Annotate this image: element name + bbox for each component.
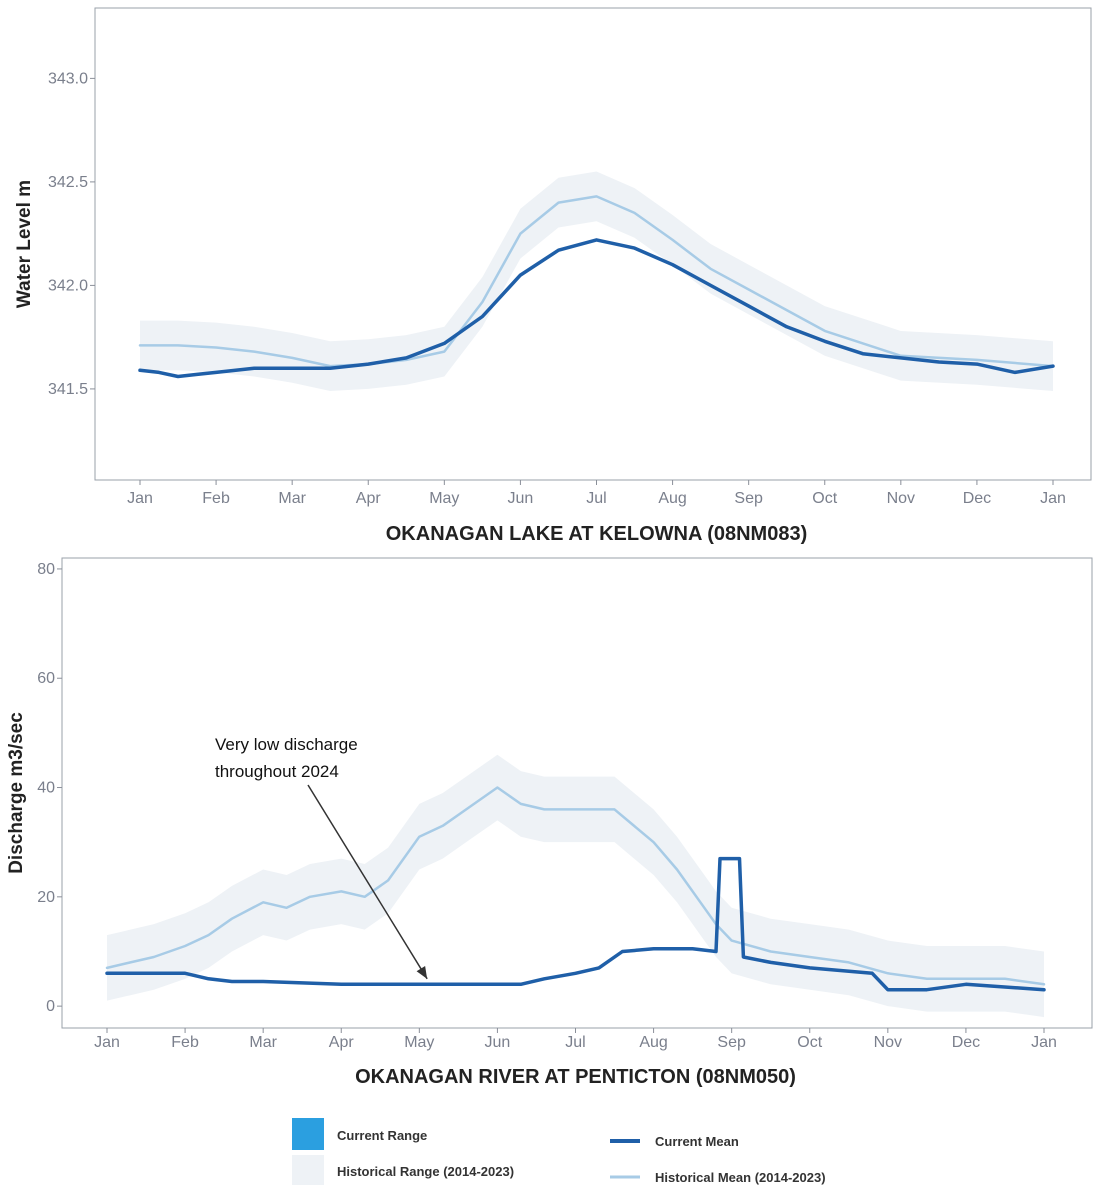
lake-series-group bbox=[138, 195, 1055, 379]
lake-y-axis: 341.5 342.0 342.5 343.0 bbox=[48, 70, 95, 398]
x-tick-label: Dec bbox=[963, 490, 991, 507]
annotation-arrowhead bbox=[416, 965, 428, 979]
y-tick-label: 343.0 bbox=[48, 70, 88, 87]
x-tick-label: May bbox=[404, 1034, 434, 1051]
x-tick-label: Mar bbox=[249, 1034, 277, 1051]
x-tick-label: Jun bbox=[485, 1034, 511, 1051]
legend: Current Range Historical Range (2014-202… bbox=[292, 1118, 826, 1185]
annotation-line-1: Very low discharge bbox=[215, 735, 358, 754]
legend-current-range-label: Current Range bbox=[337, 1128, 427, 1143]
y-tick-label: 342.5 bbox=[48, 174, 88, 191]
lake-historical-range-band bbox=[140, 171, 1053, 391]
x-tick-label: Jan bbox=[127, 490, 153, 507]
x-tick-label: Aug bbox=[658, 490, 686, 507]
y-tick-label: 40 bbox=[37, 780, 55, 797]
x-tick-label: May bbox=[429, 490, 459, 507]
river-y-axis: 0 20 40 60 80 bbox=[37, 561, 62, 1015]
y-tick-label: 20 bbox=[37, 889, 55, 906]
current-mean-line-top bbox=[138, 238, 1055, 379]
x-tick-label: Oct bbox=[797, 1034, 822, 1051]
lake-plot-area bbox=[94, 7, 1092, 481]
x-tick-label: Jan bbox=[94, 1034, 120, 1051]
x-tick-label: Feb bbox=[171, 1034, 199, 1051]
x-tick-label: Sep bbox=[734, 490, 763, 507]
annotation-arrow bbox=[307, 784, 428, 980]
x-tick-label: Jul bbox=[586, 490, 606, 507]
lake-chart-title: OKANAGAN LAKE AT KELOWNA (08NM083) bbox=[386, 523, 808, 545]
lake-x-axis: Jan Feb Mar Apr May Jun Jul Aug Sep Oct Nov Dec Jan bbox=[127, 480, 1066, 507]
x-tick-label: Nov bbox=[874, 1034, 902, 1051]
lake-y-axis-label: Water Level m bbox=[14, 180, 35, 308]
x-tick-label: Sep bbox=[717, 1034, 746, 1051]
x-tick-label: Jun bbox=[508, 490, 534, 507]
legend-historical-range-label: Historical Range (2014-2023) bbox=[337, 1164, 514, 1179]
current-mean-line-bot bbox=[105, 856, 1046, 992]
x-tick-label: Apr bbox=[356, 490, 382, 507]
y-tick-label: 60 bbox=[37, 670, 55, 687]
legend-current-mean-label: Current Mean bbox=[655, 1134, 739, 1149]
x-tick-label: Feb bbox=[202, 490, 230, 507]
y-tick-label: 0 bbox=[46, 998, 55, 1015]
legend-historical-mean-label: Historical Mean (2014-2023) bbox=[655, 1170, 826, 1185]
annotation-line-2: throughout 2024 bbox=[215, 762, 339, 781]
y-tick-label: 80 bbox=[37, 561, 55, 578]
x-tick-label: Jan bbox=[1031, 1034, 1057, 1051]
river-y-axis-label: Discharge m3/sec bbox=[6, 712, 27, 874]
lake-level-chart: Jan Feb Mar Apr May Jun Jul Aug Sep Oct Nov Dec Jan … bbox=[14, 7, 1092, 545]
x-tick-label: Apr bbox=[329, 1034, 355, 1051]
river-x-axis: Jan Feb Mar Apr May Jun Jul Aug Sep Oct Nov Dec Jan bbox=[94, 1028, 1057, 1051]
x-tick-label: Mar bbox=[278, 490, 306, 507]
legend-current-range-swatch bbox=[292, 1118, 324, 1150]
x-tick-label: Dec bbox=[952, 1034, 980, 1051]
river-historical-range-band bbox=[107, 754, 1044, 1018]
river-discharge-chart: Jan Feb Mar Apr May Jun Jul Aug Sep Oct Nov Dec Jan … bbox=[6, 557, 1093, 1088]
x-tick-label: Jan bbox=[1040, 490, 1066, 507]
x-tick-label: Nov bbox=[887, 490, 915, 507]
y-tick-label: 341.5 bbox=[48, 381, 88, 398]
legend-historical-range-swatch bbox=[292, 1155, 324, 1185]
x-tick-label: Jul bbox=[565, 1034, 585, 1051]
y-tick-label: 342.0 bbox=[48, 277, 88, 294]
x-tick-label: Aug bbox=[639, 1034, 667, 1051]
historical-mean-line-top bbox=[138, 195, 1055, 368]
historical-mean-line-bot bbox=[105, 786, 1046, 986]
river-series-group bbox=[105, 786, 1046, 992]
river-chart-title: OKANAGAN RIVER AT PENTICTON (08NM050) bbox=[355, 1066, 796, 1088]
x-tick-label: Oct bbox=[812, 490, 837, 507]
